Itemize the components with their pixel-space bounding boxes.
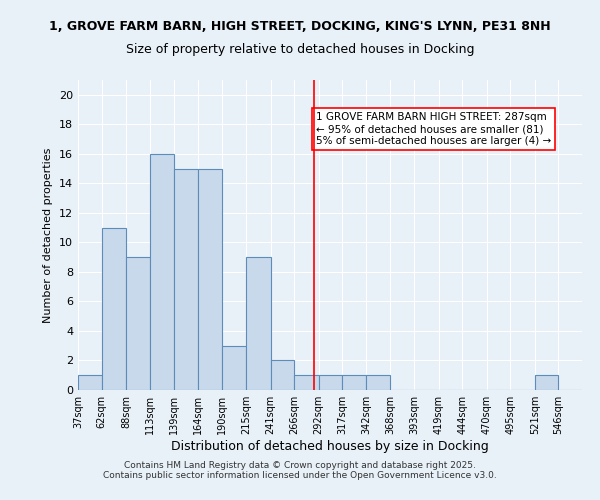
Bar <box>535 375 559 390</box>
Bar <box>319 375 342 390</box>
Bar <box>126 257 150 390</box>
Bar <box>294 375 319 390</box>
X-axis label: Distribution of detached houses by size in Docking: Distribution of detached houses by size … <box>171 440 489 453</box>
Bar <box>366 375 391 390</box>
Bar <box>342 375 366 390</box>
Bar <box>174 168 198 390</box>
Bar <box>150 154 174 390</box>
Bar <box>223 346 246 390</box>
Bar <box>246 257 271 390</box>
Text: 1, GROVE FARM BARN, HIGH STREET, DOCKING, KING'S LYNN, PE31 8NH: 1, GROVE FARM BARN, HIGH STREET, DOCKING… <box>49 20 551 33</box>
Bar <box>78 375 101 390</box>
Bar <box>271 360 294 390</box>
Text: Size of property relative to detached houses in Docking: Size of property relative to detached ho… <box>126 42 474 56</box>
Bar <box>198 168 223 390</box>
Bar <box>101 228 126 390</box>
Y-axis label: Number of detached properties: Number of detached properties <box>43 148 53 322</box>
Text: 1 GROVE FARM BARN HIGH STREET: 287sqm
← 95% of detached houses are smaller (81)
: 1 GROVE FARM BARN HIGH STREET: 287sqm ← … <box>316 112 551 146</box>
Text: Contains HM Land Registry data © Crown copyright and database right 2025.
Contai: Contains HM Land Registry data © Crown c… <box>103 460 497 480</box>
